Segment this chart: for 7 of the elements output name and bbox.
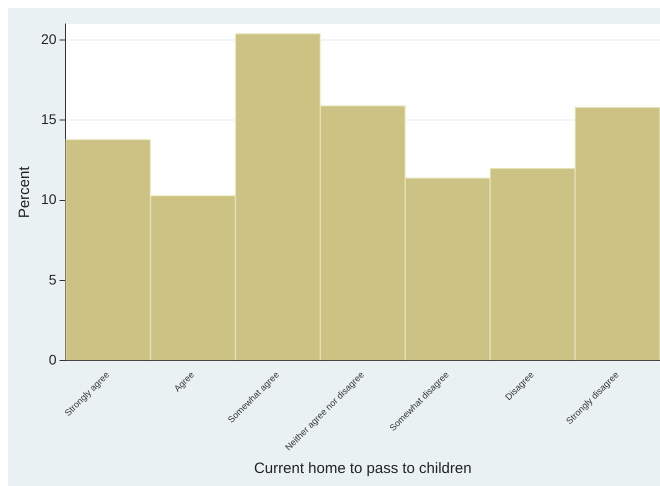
- x-axis-title: Current home to pass to children: [254, 460, 472, 478]
- y-tick-label: 15: [40, 111, 57, 128]
- y-axis-title: Percent: [16, 166, 34, 218]
- y-tick-label: 0: [48, 352, 57, 368]
- y-tick-label: 5: [48, 271, 57, 288]
- y-tick-label: 10: [40, 191, 57, 208]
- y-tick-label: 20: [40, 30, 57, 47]
